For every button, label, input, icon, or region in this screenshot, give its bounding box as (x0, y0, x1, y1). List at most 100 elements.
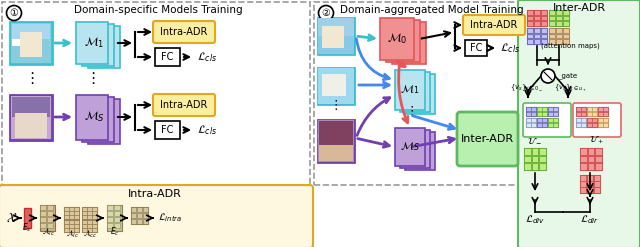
Bar (69, 228, 74, 232)
Text: $\mathcal{A}_{lc}$: $\mathcal{A}_{lc}$ (65, 228, 79, 240)
Bar (87, 228, 92, 232)
Bar (556, 34, 562, 38)
Bar (395, 70, 425, 110)
Text: $\mathcal{M}_1$: $\mathcal{M}_1$ (401, 83, 420, 96)
Bar (526, 118, 531, 122)
Bar (580, 148, 587, 155)
Text: Inter-ADR: Inter-ADR (552, 3, 605, 13)
Bar (539, 163, 546, 170)
Bar (319, 145, 353, 161)
Bar (549, 16, 556, 20)
Bar (392, 22, 426, 64)
Bar (537, 107, 547, 116)
Bar (318, 68, 354, 104)
Bar (554, 107, 557, 111)
Bar (69, 215, 74, 219)
Bar (380, 18, 414, 60)
Bar (563, 10, 569, 15)
Bar (604, 123, 608, 127)
Bar (318, 18, 354, 36)
Bar (549, 39, 556, 44)
Bar (64, 211, 68, 215)
Bar (548, 123, 553, 127)
Bar (541, 10, 547, 15)
Bar (598, 107, 603, 111)
Bar (74, 207, 79, 211)
Bar (580, 156, 587, 162)
FancyBboxPatch shape (153, 94, 215, 116)
Bar (20, 32, 42, 57)
Bar (563, 21, 569, 26)
Bar (64, 207, 68, 211)
Bar (131, 207, 148, 224)
FancyBboxPatch shape (518, 0, 640, 247)
Bar (83, 224, 86, 228)
Text: $\mathcal{M}_0$: $\mathcal{M}_0$ (387, 32, 407, 46)
Bar (40, 217, 46, 222)
Bar (47, 205, 53, 210)
Bar (524, 148, 546, 170)
Bar (318, 120, 354, 162)
Bar (556, 21, 562, 26)
Bar (539, 156, 546, 162)
Bar (12, 24, 30, 46)
Bar (82, 207, 97, 219)
FancyBboxPatch shape (573, 103, 621, 137)
Bar (87, 211, 92, 215)
Bar (532, 148, 538, 155)
FancyBboxPatch shape (457, 112, 518, 166)
Bar (82, 97, 114, 142)
Bar (549, 10, 569, 26)
Bar (143, 219, 148, 224)
Bar (538, 118, 541, 122)
Bar (588, 107, 592, 111)
Bar (598, 118, 603, 122)
Bar (64, 228, 68, 232)
Bar (386, 20, 420, 62)
Text: $\mathcal{X}$: $\mathcal{X}$ (6, 211, 18, 225)
Bar (10, 95, 52, 140)
Bar (527, 28, 547, 44)
Bar (74, 224, 79, 228)
Text: $\mathcal{M}_S$: $\mathcal{M}_S$ (84, 110, 104, 124)
Bar (594, 187, 600, 193)
Bar (88, 99, 120, 144)
Bar (531, 118, 536, 122)
Bar (47, 223, 53, 228)
Bar (74, 211, 79, 215)
Text: $\mathcal{U}_+$: $\mathcal{U}_+$ (589, 134, 605, 146)
Bar (318, 18, 354, 54)
Bar (542, 107, 547, 111)
Bar (576, 118, 580, 122)
Bar (541, 28, 547, 33)
Bar (11, 23, 51, 63)
Bar (541, 21, 547, 26)
Bar (588, 118, 592, 122)
Bar (581, 112, 586, 116)
Text: $\mathcal{L}_{cls}$: $\mathcal{L}_{cls}$ (197, 50, 217, 64)
Bar (107, 205, 122, 231)
Bar (556, 28, 562, 33)
Bar (83, 220, 86, 224)
Text: ⋮: ⋮ (406, 105, 419, 119)
Text: $\mathcal{L}_{div}$: $\mathcal{L}_{div}$ (525, 214, 545, 226)
Bar (527, 21, 533, 26)
Bar (319, 121, 353, 146)
Bar (526, 112, 531, 116)
Text: $\mathcal{L}_{cls}$: $\mathcal{L}_{cls}$ (197, 123, 217, 137)
Bar (114, 205, 120, 210)
Bar (87, 207, 92, 211)
Bar (527, 10, 533, 15)
Bar (592, 118, 596, 122)
Bar (542, 118, 547, 122)
Bar (576, 123, 580, 127)
Bar (538, 107, 541, 111)
Bar (64, 220, 68, 224)
Bar (131, 219, 136, 224)
Bar (534, 39, 540, 44)
Bar (534, 16, 540, 20)
Bar (40, 205, 55, 231)
Bar (588, 156, 595, 162)
Bar (318, 18, 354, 54)
Bar (92, 224, 97, 228)
